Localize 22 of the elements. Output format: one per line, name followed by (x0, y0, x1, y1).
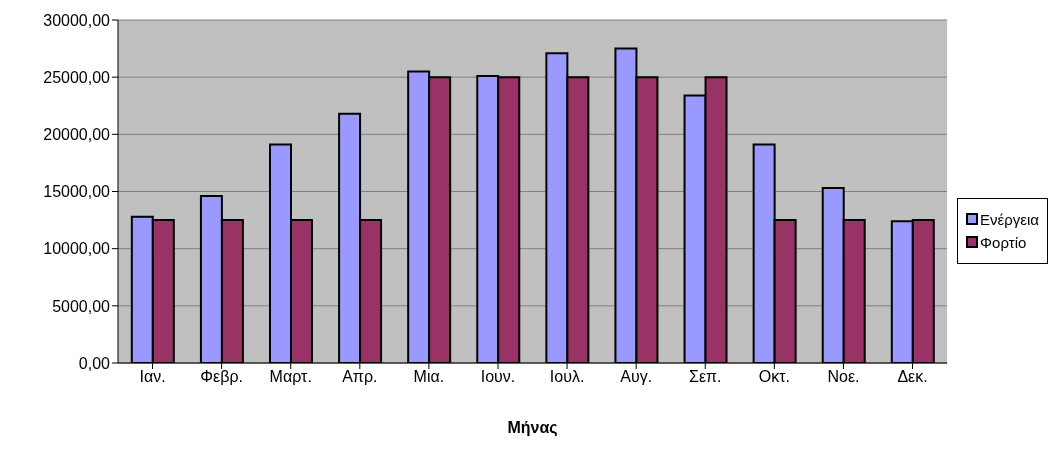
legend-label: Φορτίο (980, 233, 1027, 251)
x-tick-label: Οκτ. (758, 368, 790, 386)
x-tick-label: Φεβρ. (200, 368, 243, 386)
legend-label: Ενέργεια (980, 210, 1039, 228)
x-tick-label: Αυγ. (620, 368, 653, 386)
x-tick-label: Σεπ. (689, 368, 722, 386)
x-axis-title: Μήνας (507, 419, 558, 437)
y-tick-label: 5000,00 (52, 297, 111, 315)
x-tick-label: Μαρτ. (269, 368, 312, 386)
x-tick-label: Ιαν. (139, 368, 166, 386)
x-tick-label: Ιουλ. (549, 368, 585, 386)
x-tick-label: Μια. (413, 368, 445, 386)
x-tick-label: Απρ. (342, 368, 378, 386)
x-tick-label: Δεκ. (897, 368, 928, 386)
y-tick-label: 20000,00 (43, 126, 111, 144)
y-tick-label: 30000,00 (43, 11, 111, 29)
y-tick-label: 15000,00 (43, 183, 111, 201)
x-tick-label: Ιουν. (480, 368, 516, 386)
y-tick-label: 0,00 (78, 354, 111, 372)
y-tick-label: 10000,00 (43, 240, 111, 258)
x-tick-label: Νοε. (827, 368, 860, 386)
y-tick-label: 25000,00 (43, 68, 111, 86)
